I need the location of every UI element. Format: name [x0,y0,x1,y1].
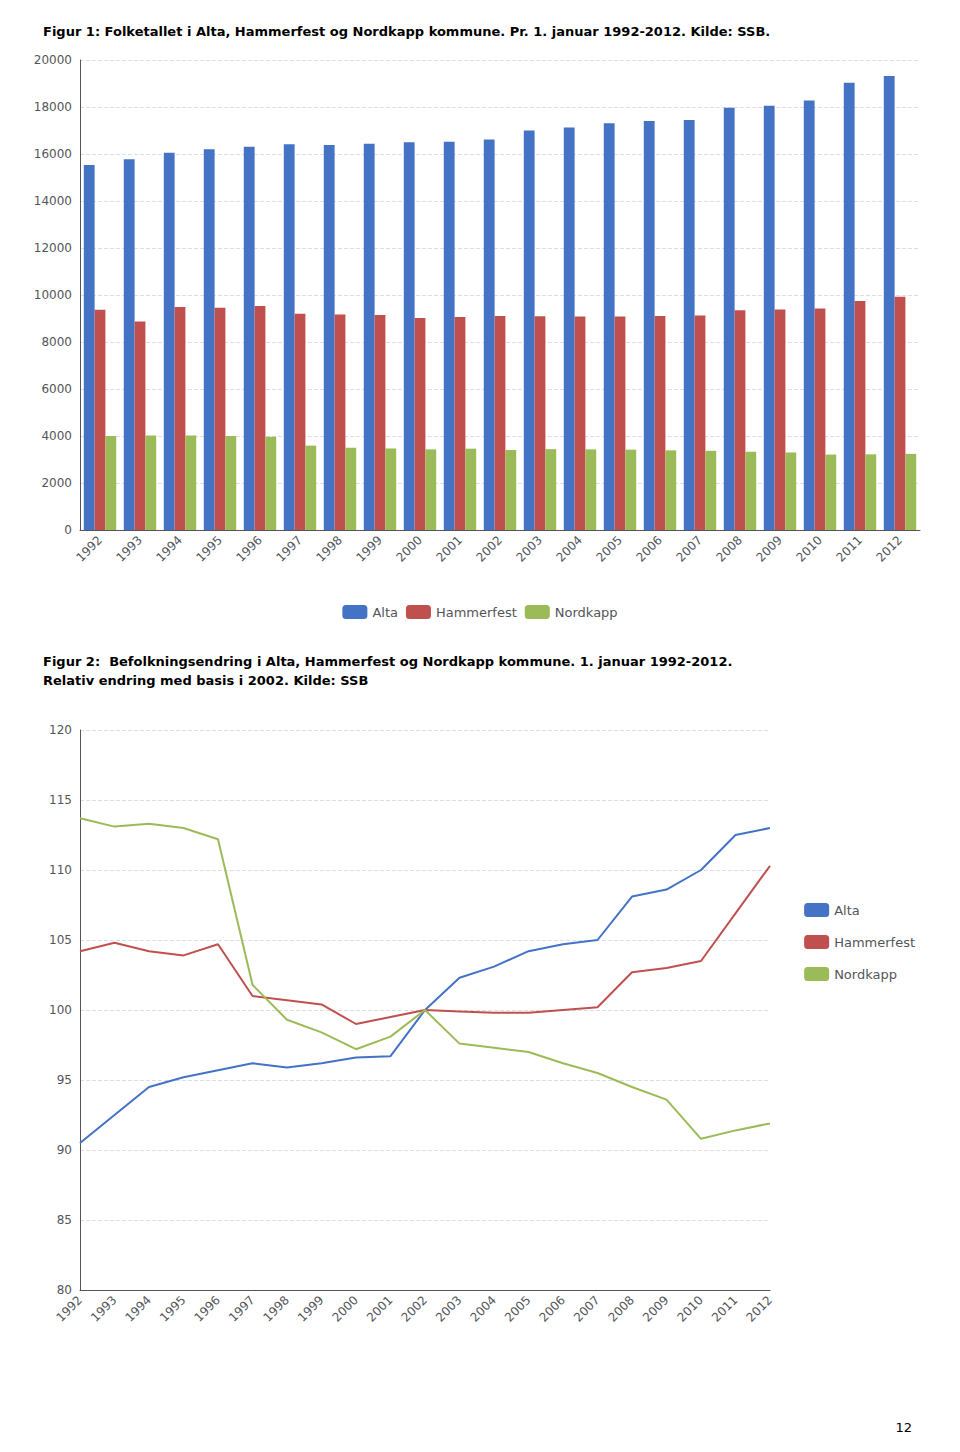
svg-text:1999: 1999 [353,533,384,564]
svg-text:120: 120 [49,723,72,737]
svg-text:14000: 14000 [34,194,72,208]
svg-text:90: 90 [57,1143,72,1157]
svg-text:Relativ endring med basis i 20: Relativ endring med basis i 2002. Kilde:… [43,673,368,688]
svg-text:2000: 2000 [393,533,424,564]
svg-text:2002: 2002 [398,1293,429,1324]
svg-text:105: 105 [49,933,72,947]
svg-text:1995: 1995 [157,1293,188,1324]
svg-text:1995: 1995 [193,533,224,564]
svg-text:1997: 1997 [226,1293,257,1324]
svg-text:20000: 20000 [34,53,72,67]
svg-text:12: 12 [895,1420,912,1435]
svg-text:4000: 4000 [41,429,72,443]
svg-text:Hammerfest: Hammerfest [834,935,915,950]
svg-text:2008: 2008 [605,1293,636,1324]
svg-text:2001: 2001 [364,1293,395,1324]
svg-text:1992: 1992 [53,1293,84,1324]
svg-text:2001: 2001 [433,533,464,564]
svg-text:1997: 1997 [273,533,304,564]
svg-text:110: 110 [49,863,72,877]
svg-text:18000: 18000 [34,100,72,114]
svg-text:2011: 2011 [833,533,864,564]
svg-text:2010: 2010 [674,1293,705,1324]
svg-text:Nordkapp: Nordkapp [834,967,897,982]
svg-text:2007: 2007 [673,533,704,564]
svg-text:85: 85 [57,1213,72,1227]
svg-text:1994: 1994 [122,1293,153,1324]
svg-text:115: 115 [49,793,72,807]
svg-text:1999: 1999 [295,1293,326,1324]
svg-text:Figur 1: Folketallet i Alta, H: Figur 1: Folketallet i Alta, Hammerfest … [43,24,770,39]
svg-text:2011: 2011 [709,1293,740,1324]
svg-text:6000: 6000 [41,382,72,396]
svg-text:2006: 2006 [536,1293,567,1324]
svg-text:Figur 2: Befolkningsendring i: Figur 2: Befolkningsendring i Alta, Hamm… [43,654,732,669]
svg-text:2004: 2004 [467,1293,498,1324]
svg-text:80: 80 [57,1283,72,1297]
svg-text:0: 0 [64,523,72,537]
svg-text:1996: 1996 [233,533,264,564]
svg-text:2003: 2003 [433,1293,464,1324]
svg-text:2010: 2010 [793,533,824,564]
svg-text:2000: 2000 [41,476,72,490]
svg-text:16000: 16000 [34,147,72,161]
svg-text:12000: 12000 [34,241,72,255]
svg-text:1993: 1993 [88,1293,119,1324]
svg-text:1998: 1998 [260,1293,291,1324]
svg-text:2007: 2007 [571,1293,602,1324]
svg-text:Hammerfest: Hammerfest [436,605,517,620]
svg-text:Nordkapp: Nordkapp [555,605,618,620]
svg-text:10000: 10000 [34,288,72,302]
svg-text:2012: 2012 [743,1293,774,1324]
svg-text:2008: 2008 [713,533,744,564]
svg-text:Alta: Alta [834,903,860,918]
svg-text:2009: 2009 [753,533,784,564]
svg-text:2003: 2003 [513,533,544,564]
svg-text:2005: 2005 [502,1293,533,1324]
svg-text:2002: 2002 [473,533,504,564]
svg-text:2004: 2004 [553,533,584,564]
svg-text:1998: 1998 [313,533,344,564]
svg-text:2009: 2009 [640,1293,671,1324]
svg-text:1996: 1996 [191,1293,222,1324]
svg-text:8000: 8000 [41,335,72,349]
svg-text:2006: 2006 [633,533,664,564]
svg-text:Alta: Alta [372,605,398,620]
svg-text:1992: 1992 [73,533,104,564]
svg-text:2000: 2000 [329,1293,360,1324]
svg-text:100: 100 [49,1003,72,1017]
svg-text:95: 95 [57,1073,72,1087]
svg-text:1993: 1993 [113,533,144,564]
svg-text:2005: 2005 [593,533,624,564]
svg-text:1994: 1994 [153,533,184,564]
svg-text:2012: 2012 [873,533,904,564]
